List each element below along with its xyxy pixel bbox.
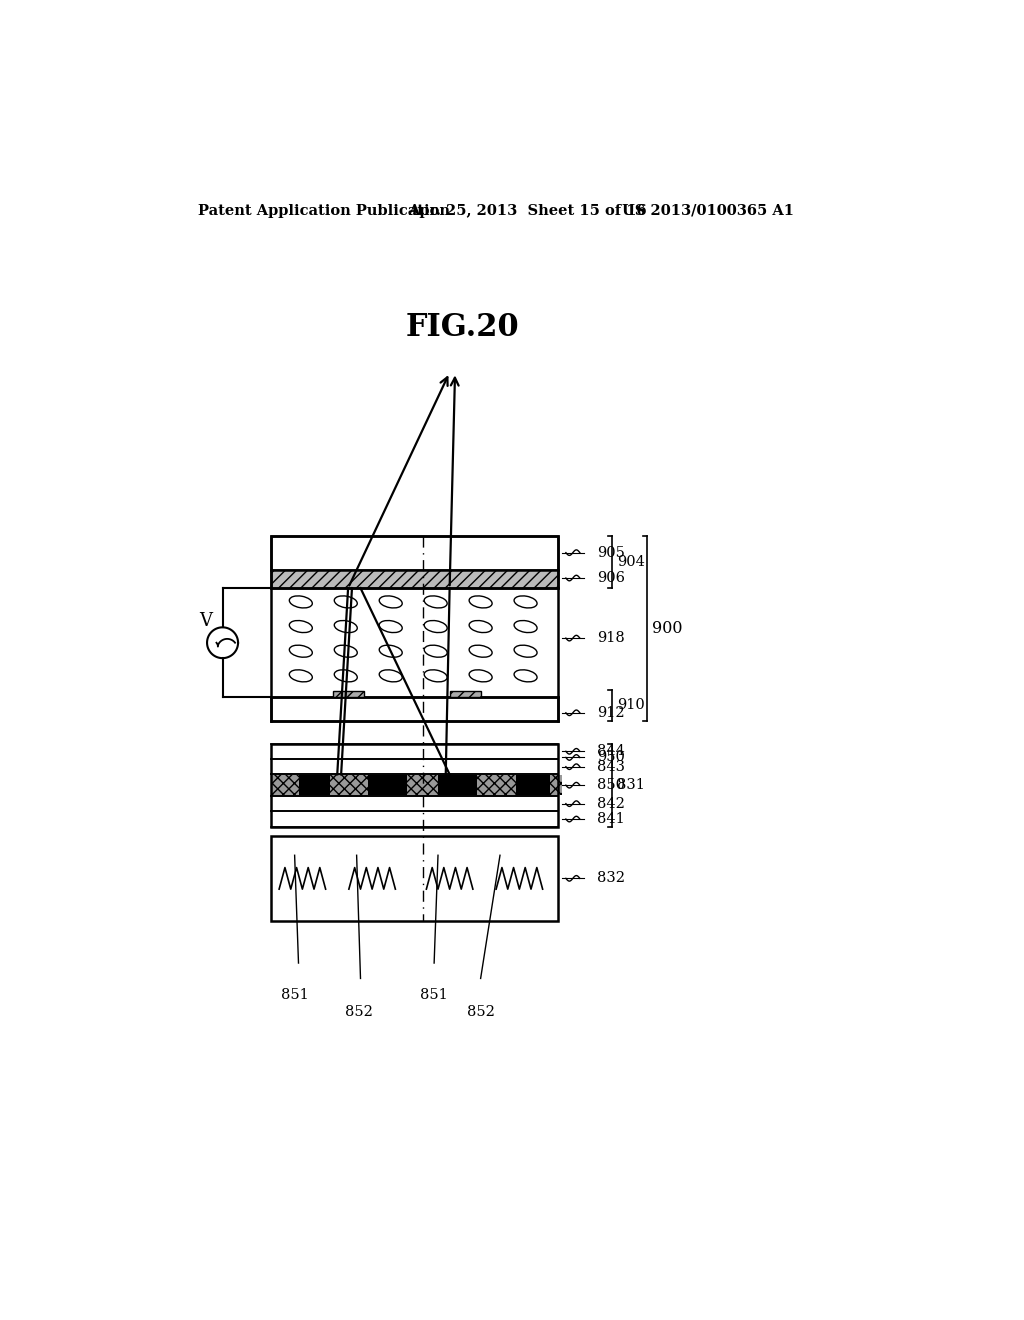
Text: US 2013/0100365 A1: US 2013/0100365 A1 xyxy=(623,203,795,218)
Text: 852: 852 xyxy=(345,1006,373,1019)
Ellipse shape xyxy=(379,645,402,657)
Text: 832: 832 xyxy=(597,871,625,886)
Ellipse shape xyxy=(290,620,312,632)
Text: 904: 904 xyxy=(617,554,645,569)
Ellipse shape xyxy=(334,595,357,609)
Text: 950: 950 xyxy=(597,751,625,764)
Ellipse shape xyxy=(424,620,447,632)
Ellipse shape xyxy=(379,620,402,632)
Text: 850: 850 xyxy=(597,779,625,792)
Ellipse shape xyxy=(334,645,357,657)
Text: 841: 841 xyxy=(597,812,625,826)
Text: 918: 918 xyxy=(597,631,625,645)
Text: 912: 912 xyxy=(597,706,625,719)
Text: 851: 851 xyxy=(281,987,308,1002)
Ellipse shape xyxy=(469,620,493,632)
Text: 842: 842 xyxy=(597,797,625,810)
Ellipse shape xyxy=(469,595,493,609)
Text: 831: 831 xyxy=(617,779,645,792)
Ellipse shape xyxy=(514,620,537,632)
Bar xyxy=(550,775,562,795)
Bar xyxy=(271,570,558,589)
Ellipse shape xyxy=(424,645,447,657)
Ellipse shape xyxy=(469,669,493,682)
Bar xyxy=(271,836,558,921)
Bar xyxy=(369,775,407,795)
Ellipse shape xyxy=(334,620,357,632)
Bar xyxy=(515,775,550,795)
Bar xyxy=(407,775,438,795)
Text: 900: 900 xyxy=(652,619,682,636)
Text: 906: 906 xyxy=(597,572,625,585)
Bar xyxy=(271,697,558,721)
Bar xyxy=(477,775,515,795)
Text: 843: 843 xyxy=(597,760,625,774)
Ellipse shape xyxy=(290,645,312,657)
Text: Apr. 25, 2013  Sheet 15 of 16: Apr. 25, 2013 Sheet 15 of 16 xyxy=(409,203,647,218)
Text: V: V xyxy=(199,612,212,630)
Bar xyxy=(271,743,558,826)
Text: FIG.20: FIG.20 xyxy=(406,313,519,343)
Ellipse shape xyxy=(514,669,537,682)
Bar xyxy=(271,775,299,795)
Bar xyxy=(330,775,369,795)
Ellipse shape xyxy=(514,595,537,609)
Ellipse shape xyxy=(514,645,537,657)
Bar xyxy=(438,775,477,795)
Ellipse shape xyxy=(334,669,357,682)
Text: 910: 910 xyxy=(617,698,645,713)
Text: 844: 844 xyxy=(597,744,625,758)
Ellipse shape xyxy=(424,669,447,682)
Text: Patent Application Publication: Patent Application Publication xyxy=(198,203,450,218)
Bar xyxy=(271,536,558,570)
Bar xyxy=(271,775,558,796)
Ellipse shape xyxy=(469,645,493,657)
Ellipse shape xyxy=(379,669,402,682)
Bar xyxy=(299,775,330,795)
Ellipse shape xyxy=(290,595,312,609)
Bar xyxy=(271,536,558,589)
Ellipse shape xyxy=(424,595,447,609)
Bar xyxy=(334,692,365,697)
Text: 852: 852 xyxy=(467,1006,495,1019)
Bar xyxy=(450,692,480,697)
Ellipse shape xyxy=(379,595,402,609)
Ellipse shape xyxy=(290,669,312,682)
Text: 851: 851 xyxy=(420,987,449,1002)
Text: 905: 905 xyxy=(597,545,625,560)
